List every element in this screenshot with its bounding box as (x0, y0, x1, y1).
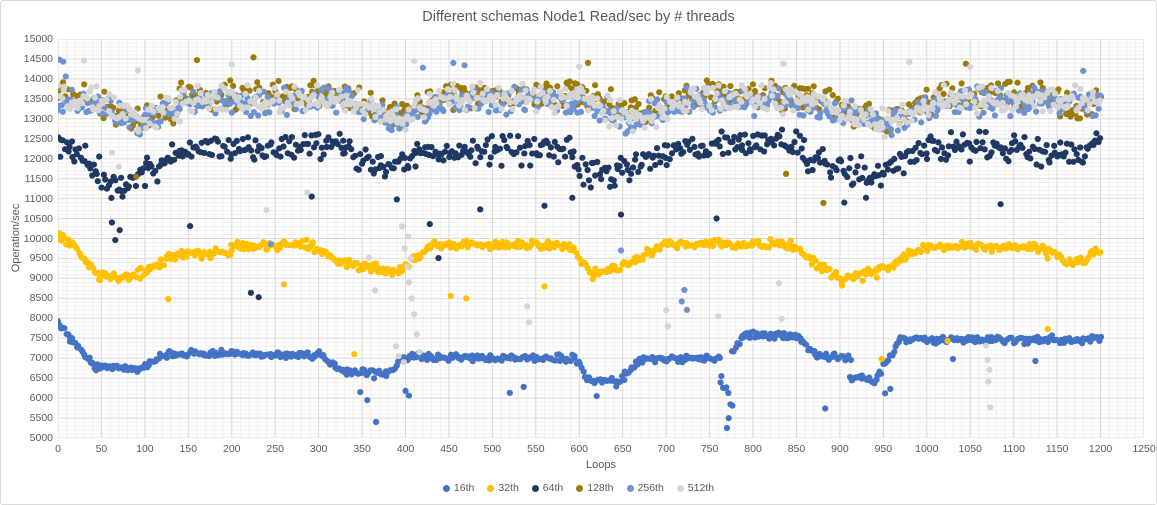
series-512th (58, 57, 1104, 411)
y-tick-label: 11000 (24, 192, 53, 205)
x-tick-label: 1250 (1132, 443, 1156, 455)
y-tick-label: 6000 (29, 392, 53, 405)
series-16th (58, 318, 1105, 432)
x-tick-label: 250 (266, 443, 284, 455)
y-tick-label: 6500 (29, 372, 53, 385)
x-tick-label: 100 (136, 443, 154, 455)
x-tick-label: 350 (353, 443, 371, 455)
x-tick-label: 1050 (958, 443, 982, 455)
y-tick-label: 8000 (29, 312, 53, 325)
legend-item-16th[interactable]: 16th (442, 482, 475, 494)
y-tick-label: 7000 (29, 352, 53, 365)
x-tick-label: 400 (396, 443, 415, 455)
legend-label: 512th (687, 482, 715, 494)
legend-marker-icon (531, 484, 539, 492)
y-tick-label: 5500 (29, 412, 53, 425)
legend-marker-icon (442, 484, 450, 492)
y-tick-label: 10500 (23, 212, 53, 225)
y-tick-label: 10000 (23, 232, 53, 245)
legend-marker-icon (576, 484, 584, 492)
x-tick-label: 150 (179, 443, 198, 455)
legend-item-128th[interactable]: 128th (576, 482, 614, 494)
legend-marker-icon (626, 484, 634, 492)
x-tick-label: 600 (570, 443, 589, 455)
y-tick-label: 12000 (23, 152, 53, 165)
legend-item-64th[interactable]: 64th (531, 482, 564, 494)
x-tick-label: 500 (483, 443, 502, 455)
x-tick-label: 550 (527, 443, 545, 455)
x-tick-label: 50 (95, 443, 108, 455)
y-tick-label: 9500 (29, 252, 53, 265)
chart-legend: 16th 32th 64th 128th 256th 512th (1, 482, 1156, 494)
legend-label: 32th (498, 482, 519, 494)
y-tick-label: 13500 (23, 92, 53, 105)
x-tick-label: 800 (744, 443, 762, 455)
legend-label: 64th (542, 482, 564, 494)
legend-marker-icon (487, 484, 495, 492)
series-64th (58, 126, 1104, 301)
x-tick-label: 1000 (915, 443, 939, 455)
y-tick-label: 5000 (29, 432, 53, 444)
x-tick-label: 900 (831, 443, 849, 455)
chart-title: Different schemas Node1 Read/sec by # th… (422, 9, 735, 25)
legend-marker-icon (676, 484, 684, 492)
x-tick-label: 750 (700, 443, 719, 455)
x-tick-label: 0 (55, 443, 61, 455)
y-tick-label: 13000 (23, 112, 53, 125)
legend-label: 128th (587, 482, 614, 494)
series-32th (58, 230, 1104, 363)
y-tick-label: 14000 (23, 72, 53, 85)
x-tick-label: 450 (440, 443, 458, 455)
y-tick-label: 15000 (23, 33, 53, 45)
x-tick-label: 1150 (1045, 443, 1069, 455)
legend-item-256th[interactable]: 256th (626, 482, 664, 494)
x-tick-label: 700 (657, 443, 675, 455)
x-axis-title: Loops (586, 459, 616, 471)
legend-label: 16th (453, 482, 475, 494)
plot-canvas (58, 39, 1144, 438)
x-tick-label: 1200 (1088, 443, 1113, 455)
x-tick-label: 650 (613, 443, 632, 455)
y-tick-label: 9000 (29, 272, 53, 285)
x-tick-label: 950 (874, 443, 893, 455)
scatter-points-layer (58, 54, 1105, 432)
x-tick-label: 200 (222, 443, 241, 455)
plot-area (58, 39, 1144, 438)
legend-item-32th[interactable]: 32th (487, 482, 519, 494)
x-tick-label: 300 (309, 443, 328, 455)
y-tick-label: 11500 (24, 172, 53, 185)
legend-item-512th[interactable]: 512th (676, 482, 715, 494)
y-tick-label: 14500 (23, 52, 53, 65)
legend-label: 256th (637, 482, 664, 494)
y-tick-label: 8500 (29, 292, 53, 305)
x-tick-label: 850 (787, 443, 806, 455)
y-tick-label: 7500 (29, 332, 53, 345)
y-tick-label: 12500 (23, 132, 53, 145)
x-tick-label: 1100 (1002, 443, 1025, 455)
